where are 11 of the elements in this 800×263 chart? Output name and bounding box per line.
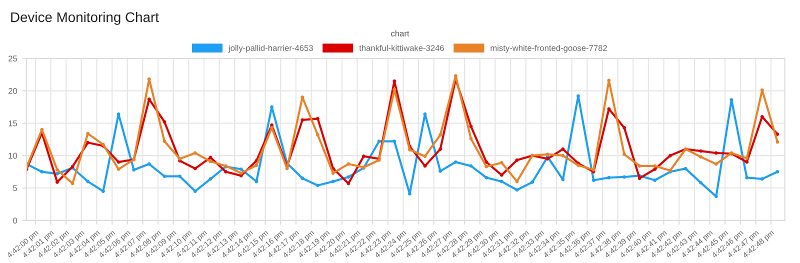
y-tick-label: 20 (8, 88, 18, 94)
y-tick-label: 25 (8, 56, 18, 62)
y-tick-label: 15 (8, 120, 18, 126)
y-tick-label: 0 (13, 218, 18, 224)
chart-subtitle: chart (391, 30, 410, 36)
legend-label: thankful-kittiwake-3246 (359, 44, 444, 51)
y-tick-label: 5 (13, 185, 18, 192)
chart-title: Device Monitoring Chart (11, 12, 159, 25)
legend-label: misty-white-fronted-goose-7782 (490, 44, 607, 53)
y-tick-label: 10 (8, 152, 18, 159)
legend-label: jolly-pallid-harrier-4653 (228, 44, 313, 53)
